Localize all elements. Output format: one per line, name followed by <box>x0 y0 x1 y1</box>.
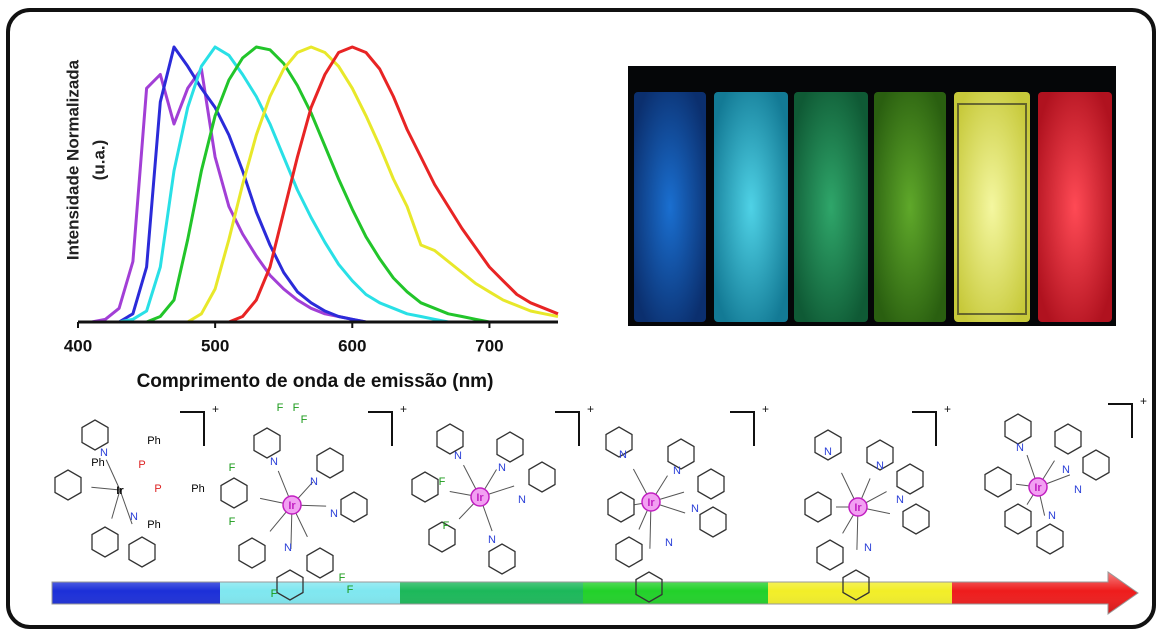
atom-label: N <box>270 456 278 468</box>
atom-label: N <box>518 494 526 506</box>
atom-label: Ph <box>191 483 204 495</box>
atom-label: N <box>454 450 462 462</box>
atom-label: Ir <box>1034 482 1042 494</box>
atom-label: N <box>619 449 627 461</box>
atom-label: F <box>293 402 300 414</box>
charge: + <box>944 402 951 416</box>
atom-label: N <box>130 511 138 523</box>
atom-label: N <box>864 542 872 554</box>
charge: + <box>1140 394 1147 408</box>
y-axis-label: (u.a.) <box>89 140 108 181</box>
x-tick-label: 600 <box>338 336 366 355</box>
atom-label: F <box>229 516 236 528</box>
x-axis-label: Comprimento de onda de emissão (nm) <box>137 371 494 392</box>
atom-label: Ir <box>476 492 484 504</box>
x-tick-label: 400 <box>64 336 92 355</box>
atom-label: F <box>277 402 284 414</box>
atom-label: N <box>896 494 904 506</box>
figure: 400 500 600 700 Comprimento de onda de emiss… <box>0 0 1163 634</box>
atom-label: F <box>439 476 446 488</box>
atom-label: N <box>673 465 681 477</box>
atom-label: N <box>1048 510 1056 522</box>
charge: + <box>762 402 769 416</box>
atom-label: N <box>1062 464 1070 476</box>
atom-label: N <box>1074 484 1082 496</box>
atom-label: N <box>330 508 338 520</box>
atom-label: Ph <box>147 435 160 447</box>
atom-label: N <box>691 503 699 515</box>
atom-label: N <box>665 537 673 549</box>
atom-label: Ir <box>854 502 862 514</box>
charge: + <box>400 402 407 416</box>
y-axis-label: Intensidade Normalizada <box>63 59 82 260</box>
atom-label: F <box>443 520 450 532</box>
atom-label: Ir <box>288 500 296 512</box>
atom-label: F <box>229 462 236 474</box>
x-tick-label: 500 <box>201 336 229 355</box>
atom-label: N <box>488 534 496 546</box>
atom-label: P <box>154 483 161 495</box>
atom-label: Ph <box>147 519 160 531</box>
atom-label: F <box>271 588 278 600</box>
atom-label: N <box>310 476 318 488</box>
charge: + <box>212 402 219 416</box>
charge: + <box>587 402 594 416</box>
atom-label: N <box>498 462 506 474</box>
atom-label: F <box>301 414 308 426</box>
vial-photo <box>628 66 1116 326</box>
atom-label: F <box>339 572 346 584</box>
atom-label: P <box>138 459 145 471</box>
x-tick-label: 700 <box>475 336 503 355</box>
atom-label: N <box>284 542 292 554</box>
atom-label: N <box>1016 442 1024 454</box>
atom-label: F <box>347 584 354 596</box>
atom-label: Ir <box>647 497 655 509</box>
atom-label: N <box>824 446 832 458</box>
atom-label: N <box>876 460 884 472</box>
atom-label: N <box>100 447 108 459</box>
atom-label: Ir <box>116 485 124 497</box>
